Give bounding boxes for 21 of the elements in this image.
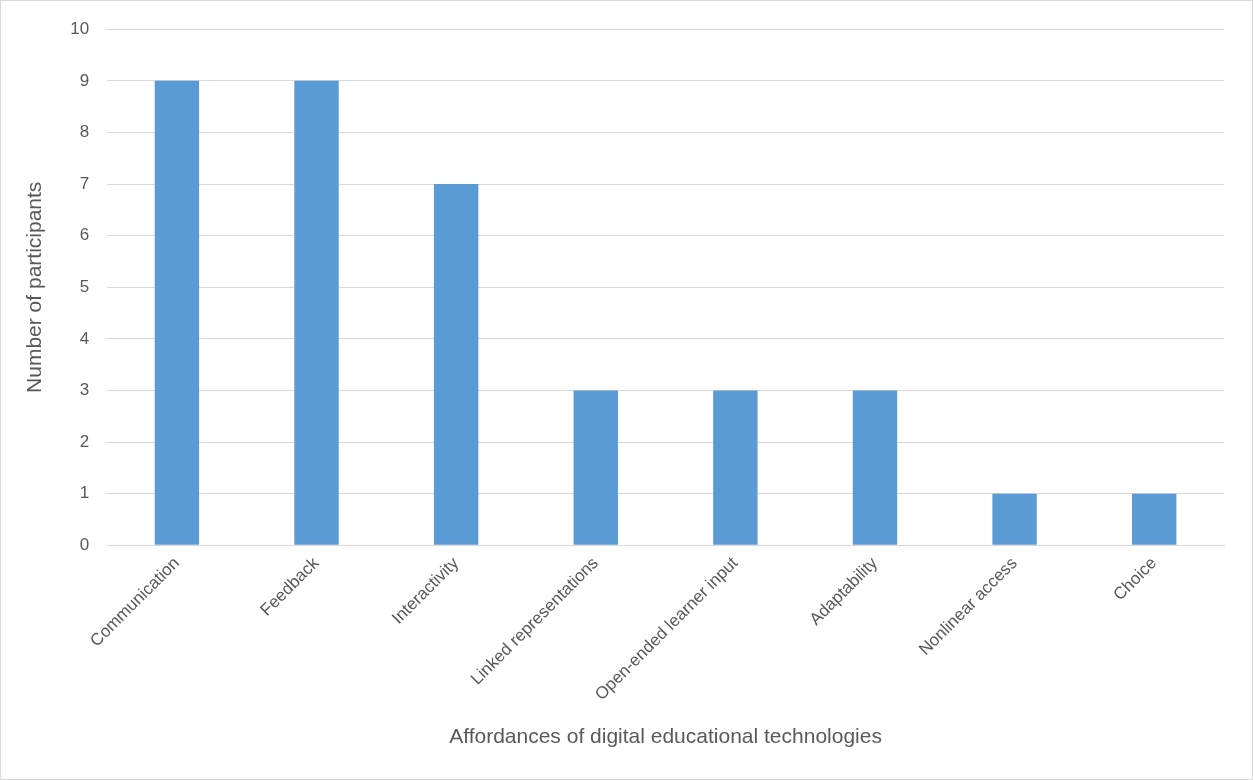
bar (573, 390, 618, 545)
y-tick-label: 6 (79, 225, 90, 245)
bar (992, 493, 1037, 545)
y-tick-label: 4 (79, 328, 90, 348)
bar (1132, 493, 1177, 545)
y-tick-label: 0 (79, 535, 90, 555)
x-axis-title: Affordances of digital educational technologies (449, 724, 882, 748)
bar (294, 80, 339, 545)
y-tick-label: 3 (79, 380, 90, 400)
bar (433, 184, 479, 545)
bar (154, 80, 200, 545)
y-tick-label: 1 (79, 483, 90, 503)
bar (852, 390, 898, 545)
y-tick-label: 5 (79, 276, 90, 296)
y-tick-label: 8 (79, 122, 90, 142)
y-tick-label: 10 (70, 18, 90, 38)
y-tick-label: 7 (79, 173, 90, 193)
y-tick-label: 9 (79, 70, 90, 90)
y-tick-label: 2 (79, 431, 90, 451)
bar (713, 390, 758, 545)
y-axis-title: Number of participants (22, 181, 46, 393)
